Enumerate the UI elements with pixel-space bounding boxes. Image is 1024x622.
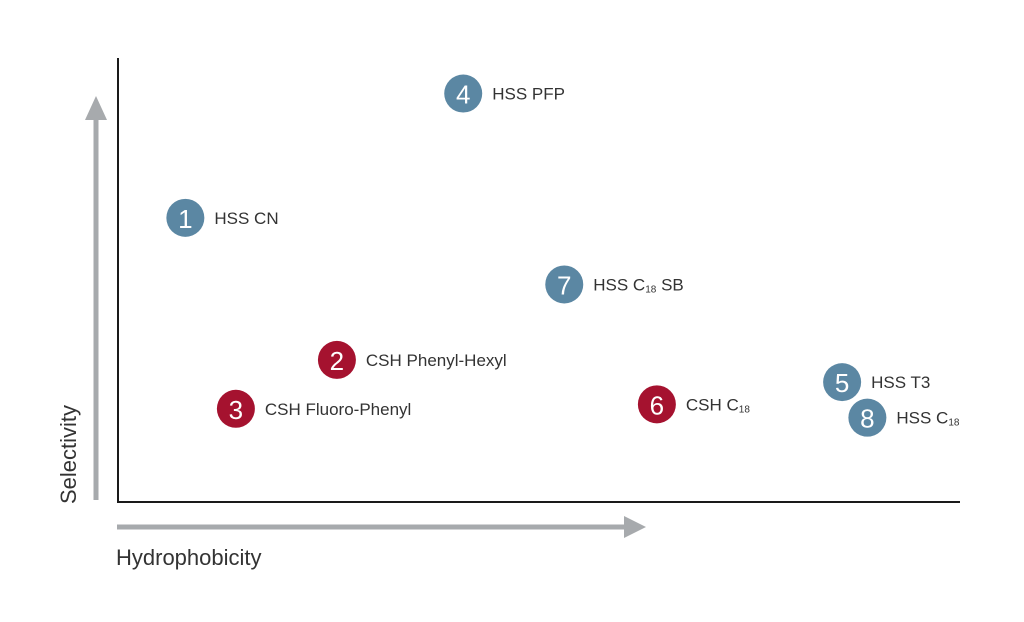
point-number-1: 1	[178, 204, 192, 234]
point-marker-4	[444, 74, 483, 113]
y-arrow-head	[85, 96, 107, 120]
point-label-6: CSH C18	[686, 395, 750, 415]
point-number-3: 3	[229, 395, 243, 425]
point-number-4: 4	[456, 80, 470, 110]
point-label-2: CSH Phenyl-Hexyl	[366, 350, 507, 369]
point-label-text: HSS T3	[871, 373, 930, 392]
point-label-7: HSS C18 SB	[593, 275, 684, 295]
point-number-2: 2	[330, 346, 344, 376]
x-arrow-head	[624, 516, 646, 538]
point-label-text: CSH Phenyl-Hexyl	[366, 350, 507, 369]
point-marker-2	[317, 340, 356, 379]
point-label-suffix: SB	[656, 275, 683, 294]
x-axis-title: Hydrophobicity	[116, 545, 262, 570]
point-number-6: 6	[650, 390, 664, 420]
point-label-3: CSH Fluoro-Phenyl	[265, 399, 411, 418]
point-number-5: 5	[835, 368, 849, 398]
point-label-text: HSS PFP	[492, 84, 565, 103]
point-marker-1	[166, 198, 205, 237]
point-label-4: HSS PFP	[492, 84, 565, 103]
points-layer: 1 HSS CN 2 CSH Phenyl-Hexyl 3 CSH Fluoro-Phen…	[166, 74, 960, 437]
point-marker-6	[637, 385, 676, 424]
point-marker-8	[848, 398, 887, 437]
point-label-text: CSH C	[686, 395, 739, 414]
point-label-5: HSS T3	[871, 373, 930, 392]
point-label-subscript: 18	[645, 284, 657, 295]
point-label-subscript: 18	[739, 404, 751, 415]
y-axis-title: Selectivity	[56, 405, 81, 504]
point-number-8: 8	[860, 404, 874, 434]
point-marker-3	[216, 389, 255, 428]
point-label-8: HSS C18	[896, 408, 960, 428]
point-marker-7	[545, 265, 584, 304]
point-label-text: HSS CN	[214, 208, 278, 227]
point-label-subscript: 18	[948, 417, 960, 428]
point-label-text: HSS C	[593, 275, 645, 294]
point-label-text: HSS C	[896, 408, 948, 427]
point-label-1: HSS CN	[214, 208, 278, 227]
point-number-7: 7	[557, 270, 571, 300]
point-marker-5	[823, 363, 862, 402]
point-label-text: CSH Fluoro-Phenyl	[265, 399, 411, 418]
